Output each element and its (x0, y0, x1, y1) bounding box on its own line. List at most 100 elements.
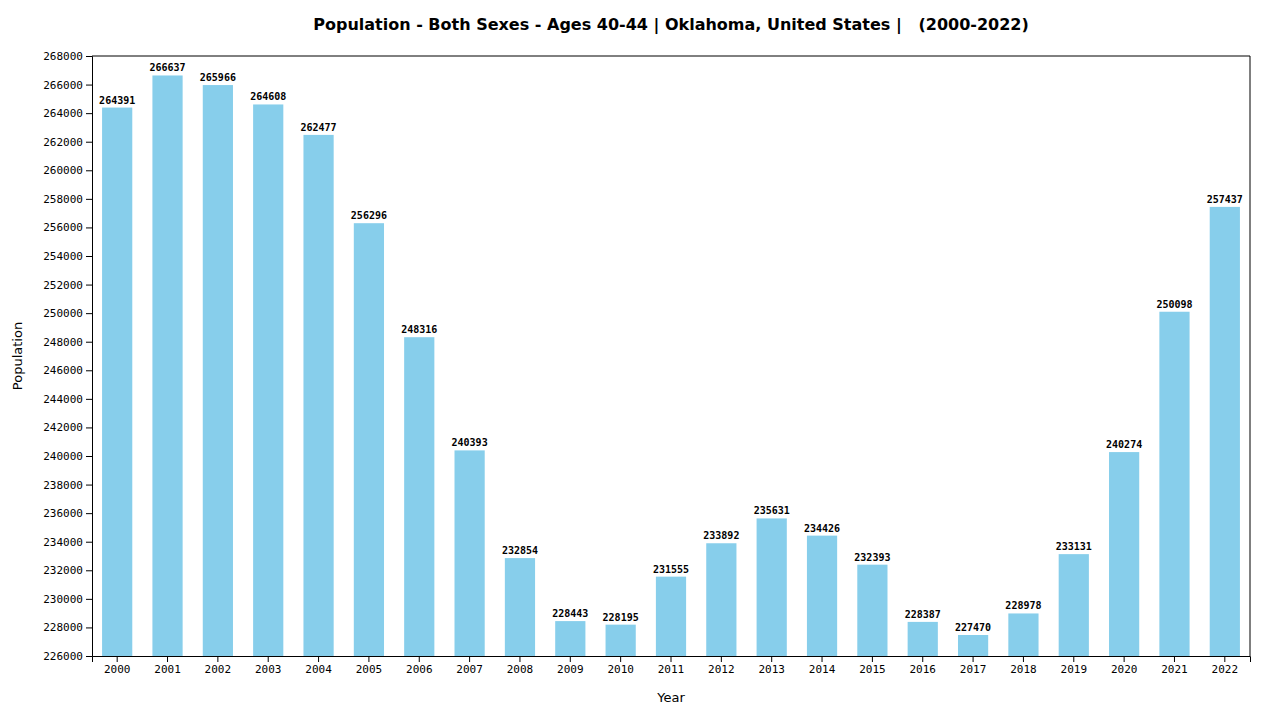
y-tick: 230000 (43, 593, 92, 606)
data-label: 228443 (552, 608, 588, 619)
y-tick-mark (86, 399, 92, 400)
y-tick: 266000 (43, 79, 92, 92)
data-label: 264391 (99, 95, 135, 106)
x-tick-mark (922, 656, 923, 662)
y-tick: 268000 (43, 50, 92, 63)
y-tick-mark (86, 256, 92, 257)
data-label: 233131 (1056, 541, 1092, 552)
bar (1109, 452, 1139, 656)
y-tick-mark (86, 627, 92, 628)
data-label: 234426 (804, 523, 840, 534)
x-tick: 2016 (909, 656, 936, 676)
y-tick: 236000 (43, 507, 92, 520)
y-tick-mark (86, 142, 92, 143)
y-tick-label: 252000 (43, 279, 83, 292)
data-label: 228978 (1005, 600, 1041, 611)
x-axis: 2000200120022003200420052006200720082009… (93, 656, 1251, 676)
y-tick-label: 238000 (43, 479, 83, 492)
bar (354, 223, 384, 656)
y-tick-label: 266000 (43, 79, 83, 92)
y-tick-label: 230000 (43, 593, 83, 606)
y-tick-mark (86, 313, 92, 314)
bar (1210, 207, 1240, 656)
y-tick-mark (86, 227, 92, 228)
x-tick-mark (368, 656, 369, 662)
y-tick-mark (86, 199, 92, 200)
data-label: 265966 (200, 72, 236, 83)
y-tick: 252000 (43, 279, 92, 292)
y-tick-mark (86, 370, 92, 371)
x-tick-label: 2011 (658, 663, 685, 676)
y-tick-mark (86, 170, 92, 171)
y-tick: 262000 (43, 136, 92, 149)
bar (807, 536, 837, 656)
x-tick-mark (117, 656, 118, 662)
x-tick-mark (822, 656, 823, 662)
data-label: 232854 (502, 545, 538, 556)
x-tick-label: 2003 (255, 663, 282, 676)
y-tick: 248000 (43, 336, 92, 349)
y-tick-label: 228000 (43, 621, 83, 634)
y-tick: 234000 (43, 536, 92, 549)
x-tick: 2022 (1212, 656, 1239, 676)
x-tick: 2001 (154, 656, 181, 676)
x-tick-mark (217, 656, 218, 662)
y-tick: 232000 (43, 564, 92, 577)
x-tick: 2020 (1111, 656, 1138, 676)
x-tick-label: 2002 (205, 663, 232, 676)
bar (1008, 613, 1038, 656)
x-tick: 2021 (1161, 656, 1188, 676)
y-tick-label: 236000 (43, 507, 83, 520)
y-tick: 264000 (43, 107, 92, 120)
bar (757, 518, 787, 656)
title: Population - Both Sexes - Ages 40-44 | O… (313, 15, 1029, 35)
y-tick-label: 246000 (43, 364, 83, 377)
bar (303, 135, 333, 656)
data-label: 256296 (351, 210, 387, 221)
bar (152, 75, 182, 656)
x-tick-mark (469, 656, 470, 662)
x-tick-label: 2018 (1010, 663, 1037, 676)
y-tick: 250000 (43, 307, 92, 320)
bar (102, 108, 132, 656)
y-tick: 242000 (43, 421, 92, 434)
x-tick-label: 2013 (758, 663, 785, 676)
bar (857, 565, 887, 656)
y-tick-label: 248000 (43, 336, 83, 349)
x-tick: 2007 (456, 656, 483, 676)
x-tick: 2008 (507, 656, 534, 676)
x-tick-mark (1124, 656, 1125, 662)
bar (656, 577, 686, 656)
y-tick-mark (86, 342, 92, 343)
y-tick-mark (86, 656, 92, 657)
y-tick-label: 250000 (43, 307, 83, 320)
x-tick-mark (973, 656, 974, 662)
x-tick-label: 2014 (809, 663, 836, 676)
x-tick-label: 2012 (708, 663, 735, 676)
y-tick: 226000 (43, 650, 92, 663)
x-tick-label: 2005 (356, 663, 383, 676)
y-tick-mark (86, 285, 92, 286)
y-tick-label: 234000 (43, 536, 83, 549)
y-tick-mark (86, 542, 92, 543)
x-tick-mark (1224, 656, 1225, 662)
y-tick: 240000 (43, 450, 92, 463)
x-tick-label: 2004 (305, 663, 332, 676)
y-axis-title: Population (10, 322, 25, 390)
data-label: 250098 (1156, 299, 1192, 310)
data-label: 240393 (452, 437, 488, 448)
data-label: 266637 (149, 62, 185, 73)
x-tick-label: 2000 (104, 663, 131, 676)
bar (706, 543, 736, 656)
bar (1159, 312, 1189, 656)
x-tick-label: 2006 (406, 663, 433, 676)
x-tick: 2012 (708, 656, 735, 676)
x-tick-mark (167, 656, 168, 662)
data-label: 227470 (955, 622, 991, 633)
x-tick-mark (620, 656, 621, 662)
data-labels: 2643912666372659662646082624772562962483… (99, 62, 1243, 633)
x-tick-mark (570, 656, 571, 662)
bars (102, 75, 1240, 656)
bar (958, 635, 988, 656)
data-label: 264608 (250, 91, 286, 102)
